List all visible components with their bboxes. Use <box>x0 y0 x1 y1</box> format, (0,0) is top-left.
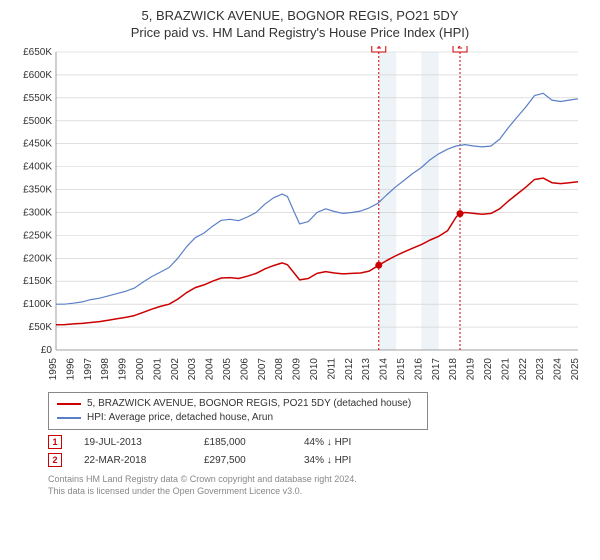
legend-row: 5, BRAZWICK AVENUE, BOGNOR REGIS, PO21 5… <box>57 397 419 411</box>
svg-text:2005: 2005 <box>222 357 233 380</box>
svg-text:£0: £0 <box>41 345 53 356</box>
svg-text:2004: 2004 <box>205 357 216 380</box>
svg-text:1998: 1998 <box>100 357 111 380</box>
footnote-line: Contains HM Land Registry data © Crown c… <box>48 474 588 486</box>
svg-text:2000: 2000 <box>135 357 146 380</box>
svg-text:£350K: £350K <box>23 184 52 195</box>
svg-text:2014: 2014 <box>379 357 390 380</box>
sale-delta: 44% ↓ HPI <box>304 434 424 452</box>
svg-text:£50K: £50K <box>29 322 53 333</box>
sale-price: £297,500 <box>204 452 304 470</box>
svg-text:2013: 2013 <box>361 357 372 380</box>
svg-text:2010: 2010 <box>309 357 320 380</box>
svg-text:£300K: £300K <box>23 207 52 218</box>
svg-text:2024: 2024 <box>553 357 564 380</box>
legend-swatch <box>57 417 81 419</box>
svg-text:2017: 2017 <box>431 357 442 380</box>
sales-table: 1 19-JUL-2013£185,00044% ↓ HPI 2 22-MAR-201… <box>48 434 588 470</box>
svg-text:2023: 2023 <box>535 357 546 380</box>
svg-text:£250K: £250K <box>23 230 52 241</box>
legend-label: 5, BRAZWICK AVENUE, BOGNOR REGIS, PO21 5… <box>87 397 411 411</box>
chart-container: 5, BRAZWICK AVENUE, BOGNOR REGIS, PO21 5… <box>0 0 600 560</box>
svg-text:£600K: £600K <box>23 70 52 81</box>
svg-text:2016: 2016 <box>413 357 424 380</box>
svg-text:2021: 2021 <box>500 357 511 380</box>
svg-text:2020: 2020 <box>483 357 494 380</box>
sale-marker-cell: 2 <box>48 452 84 470</box>
svg-text:2025: 2025 <box>570 357 581 380</box>
chart-subtitle: Price paid vs. HM Land Registry's House … <box>12 25 588 40</box>
legend-row: HPI: Average price, detached house, Arun <box>57 411 419 425</box>
sale-row: 2 22-MAR-2018£297,50034% ↓ HPI <box>48 452 588 470</box>
svg-text:£200K: £200K <box>23 253 52 264</box>
svg-text:£500K: £500K <box>23 116 52 127</box>
sale-price: £185,000 <box>204 434 304 452</box>
svg-text:2015: 2015 <box>396 357 407 380</box>
svg-text:2006: 2006 <box>239 357 250 380</box>
footnote-line: This data is licensed under the Open Gov… <box>48 486 588 498</box>
sale-marker-cell: 1 <box>48 434 84 452</box>
svg-text:2009: 2009 <box>292 357 303 380</box>
svg-text:2018: 2018 <box>448 357 459 380</box>
svg-text:1999: 1999 <box>118 357 129 380</box>
sale-date: 22-MAR-2018 <box>84 452 204 470</box>
chart-area: £0 £50K £100K £150K £200K £250K £300K £350K £400… <box>12 46 588 386</box>
svg-text:2: 2 <box>458 46 463 51</box>
svg-text:2008: 2008 <box>274 357 285 380</box>
svg-text:£150K: £150K <box>23 276 52 287</box>
line-chart: £0 £50K £100K £150K £200K £250K £300K £350K £400… <box>12 46 588 386</box>
svg-text:2012: 2012 <box>344 357 355 380</box>
svg-text:1995: 1995 <box>48 357 59 380</box>
svg-text:1: 1 <box>376 46 381 51</box>
sale-delta: 34% ↓ HPI <box>304 452 424 470</box>
svg-text:1997: 1997 <box>83 357 94 380</box>
svg-text:£450K: £450K <box>23 139 52 150</box>
legend-label: HPI: Average price, detached house, Arun <box>87 411 273 425</box>
legend-swatch <box>57 403 81 405</box>
svg-text:2022: 2022 <box>518 357 529 380</box>
svg-text:£400K: £400K <box>23 162 52 173</box>
svg-text:£550K: £550K <box>23 93 52 104</box>
svg-text:2002: 2002 <box>170 357 181 380</box>
sale-row: 1 19-JUL-2013£185,00044% ↓ HPI <box>48 434 588 452</box>
svg-text:2001: 2001 <box>152 357 163 380</box>
svg-text:2007: 2007 <box>257 357 268 380</box>
svg-text:£100K: £100K <box>23 299 52 310</box>
chart-title: 5, BRAZWICK AVENUE, BOGNOR REGIS, PO21 5… <box>12 8 588 25</box>
sale-marker-icon: 1 <box>48 435 62 449</box>
legend: 5, BRAZWICK AVENUE, BOGNOR REGIS, PO21 5… <box>48 392 428 430</box>
svg-text:2019: 2019 <box>466 357 477 380</box>
sale-date: 19-JUL-2013 <box>84 434 204 452</box>
svg-text:2003: 2003 <box>187 357 198 380</box>
footnote: Contains HM Land Registry data © Crown c… <box>48 474 588 497</box>
svg-text:£650K: £650K <box>23 47 52 58</box>
sale-marker-icon: 2 <box>48 453 62 467</box>
svg-text:1996: 1996 <box>65 357 76 380</box>
svg-text:2011: 2011 <box>326 357 337 379</box>
